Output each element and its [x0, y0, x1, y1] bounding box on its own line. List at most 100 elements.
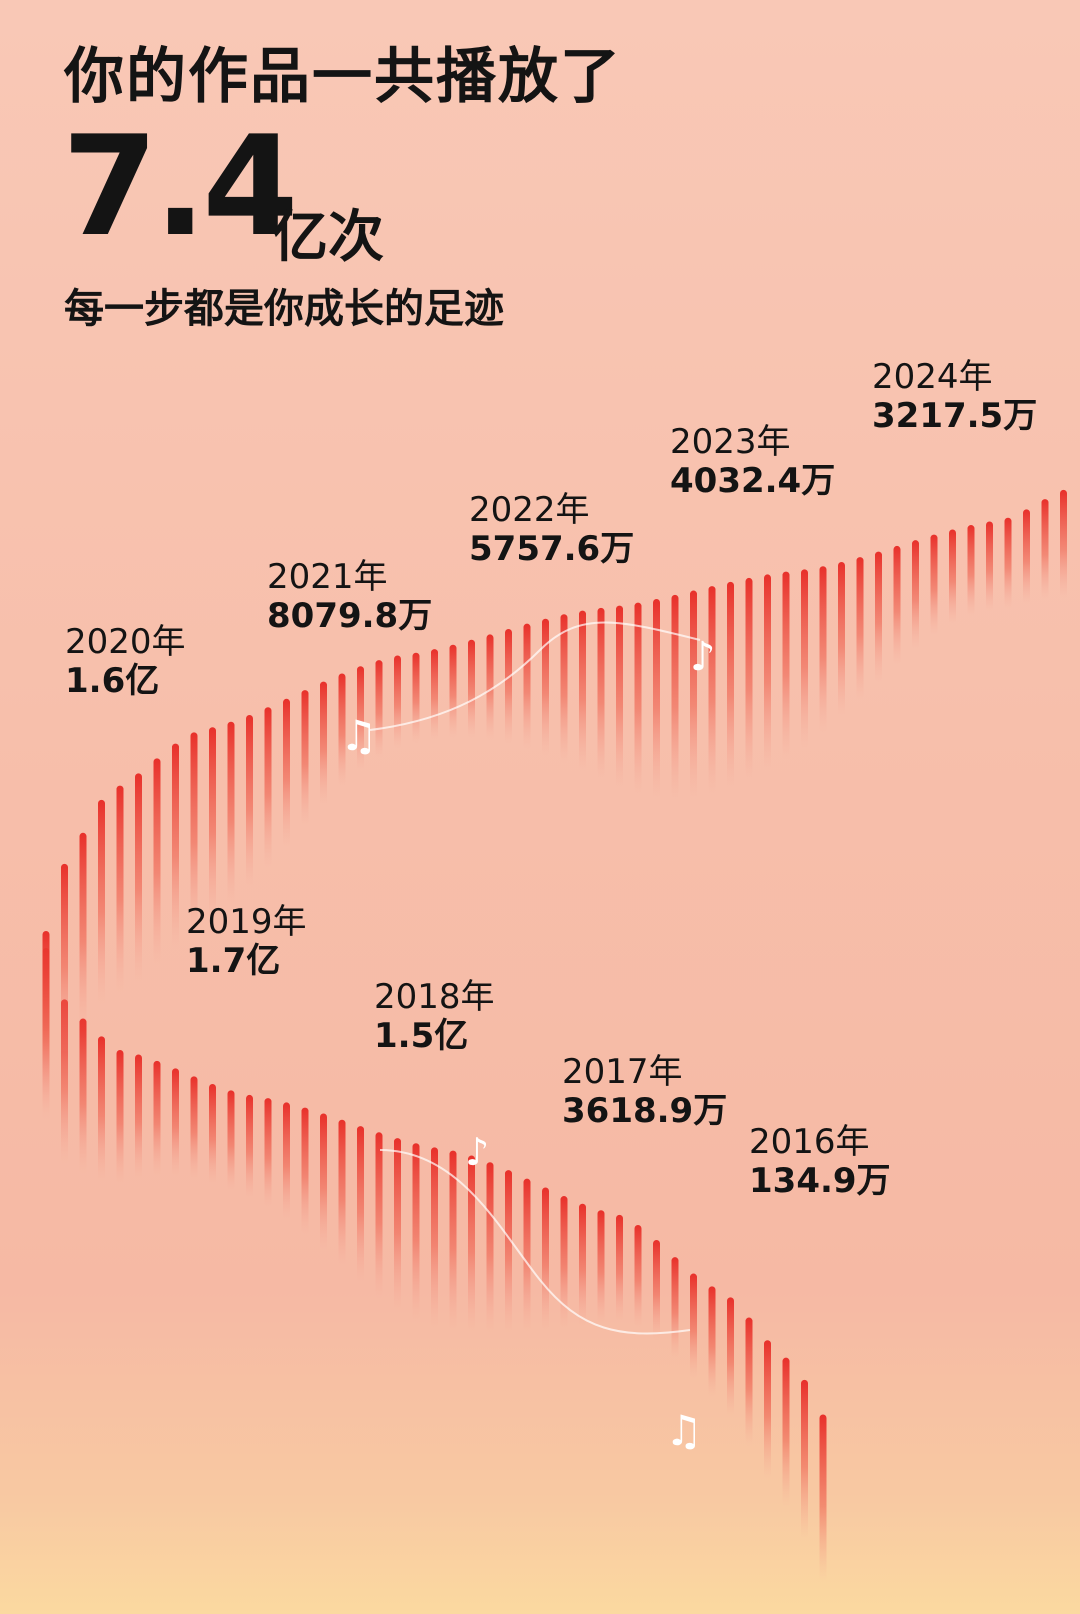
decor-bar: [523, 1178, 531, 1332]
total-unit: 亿次: [272, 205, 384, 270]
decor-bar: [486, 634, 494, 740]
decor-bar: [116, 1050, 124, 1185]
decor-bar: [468, 639, 475, 738]
decor-bar: [505, 1170, 512, 1333]
decor-bar: [320, 681, 327, 806]
decor-bar: [690, 590, 697, 800]
music-note: ♫: [665, 1406, 703, 1455]
decor-bar: [745, 1317, 753, 1446]
year-plays: 1.6亿: [65, 661, 160, 702]
decor-bar: [986, 521, 993, 612]
decor-bar: [579, 610, 586, 772]
decor-bar: [634, 1224, 642, 1327]
decor-bar: [653, 1240, 660, 1341]
decor-bar: [616, 1214, 623, 1322]
year-item: 2016年 134.9万: [749, 1122, 891, 1201]
decor-bar: [301, 690, 309, 826]
decor-bar: [190, 732, 198, 933]
decor-bar: [708, 1286, 716, 1397]
decor-bar: [856, 557, 864, 700]
year-item: 2024年 3217.5万: [872, 357, 1038, 437]
decor-bar: [690, 1273, 697, 1379]
year-label: 2017年: [562, 1052, 683, 1092]
year-item: 2023年 4032.4万: [670, 422, 836, 502]
decor-bar: [727, 581, 734, 790]
year-item: 2022年 5757.6万: [469, 490, 635, 570]
decor-bar: [431, 649, 438, 740]
decor-bar: [264, 707, 272, 867]
year-item: 2018年 1.5亿: [374, 977, 495, 1057]
year-item: 2021年 8079.8万: [267, 557, 432, 636]
year-label: 2018年: [374, 977, 495, 1017]
decor-bar: [801, 1379, 808, 1539]
decor-bar: [209, 1083, 216, 1185]
decor-bar: [671, 594, 679, 802]
decor-bar: [893, 545, 901, 665]
decor-bar: [560, 614, 568, 764]
decor-bar: [375, 660, 383, 758]
year-plays: 5757.6万: [469, 529, 635, 570]
decor-bar: [79, 832, 87, 1031]
decor-bar: [153, 1060, 161, 1176]
decor-bar: [394, 655, 401, 749]
decor-bar: [42, 931, 50, 1111]
decor-bar: [727, 1297, 734, 1417]
year-label: 2021年: [267, 557, 388, 597]
decor-bar: [301, 1107, 309, 1234]
decor-bar: [357, 1126, 364, 1284]
year-plays: 3618.9万: [562, 1091, 728, 1132]
year-label: 2023年: [670, 422, 791, 462]
decor-bar: [61, 863, 68, 1054]
decor-bar: [338, 1119, 346, 1267]
decor-bar: [1041, 499, 1049, 601]
decor-bar: [153, 758, 161, 968]
decor-bar: [782, 571, 790, 760]
year-plays: 1.5亿: [374, 1016, 469, 1057]
decor-bar: [634, 602, 642, 796]
decor-bar: [653, 598, 660, 800]
decor-bar: [560, 1196, 568, 1328]
year-plays: 1.7亿: [186, 941, 281, 982]
music-note: ♫: [340, 711, 378, 760]
decor-bar: [227, 721, 235, 905]
decor-bar: [967, 525, 975, 617]
title: 你的作品一共播放了: [64, 42, 622, 112]
decor-bar: [542, 1187, 549, 1330]
decor-bar: [597, 607, 605, 781]
decor-bar: [801, 569, 808, 748]
decor-bar: [449, 644, 457, 738]
decor-bar: [912, 540, 919, 650]
decor-bar: [579, 1203, 586, 1326]
decor-bar: [616, 605, 623, 790]
decor-bar: [135, 773, 142, 984]
decor-bar: [320, 1113, 327, 1250]
decor-bar: [246, 714, 253, 887]
decor-bar: [79, 1018, 87, 1174]
subtitle: 每一步都是你成长的足迹: [64, 286, 504, 332]
year-plays: 4032.4万: [670, 461, 836, 502]
decor-bar: [375, 1132, 383, 1299]
decor-bar: [190, 1076, 198, 1180]
decor-bar: [1023, 509, 1030, 605]
decor-bar: [597, 1210, 605, 1324]
year-plays: 3217.5万: [872, 396, 1038, 437]
decor-bar: [468, 1155, 475, 1332]
year-item: 2020年 1.6亿: [65, 622, 186, 702]
decor-bar: [949, 529, 956, 625]
decor-bar: [1004, 517, 1012, 609]
year-label: 2020年: [65, 622, 186, 662]
decor-bar: [671, 1257, 679, 1359]
decor-bar: [486, 1162, 494, 1333]
decor-bar: [708, 586, 716, 797]
decor-bar: [412, 652, 420, 743]
decor-bar: [135, 1054, 142, 1179]
decor-bar: [172, 1068, 179, 1177]
decor-bar: [764, 574, 771, 772]
decor-bar: [1060, 489, 1067, 599]
decor-bar: [930, 534, 938, 636]
music-note: ♪: [465, 1130, 489, 1174]
decor-bar: [819, 1414, 827, 1583]
decor-bar: [505, 629, 512, 744]
